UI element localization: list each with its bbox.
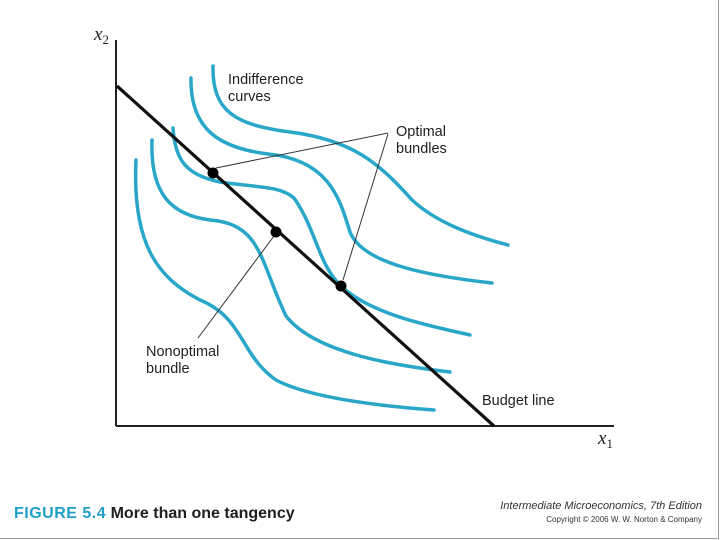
label-optimal-bundles-line1: Optimal	[396, 124, 446, 140]
book-title: Intermediate Microeconomics, 7th Edition	[500, 500, 702, 512]
indifference-curve-3	[171, 126, 472, 337]
figure-title: More than one tangency	[110, 505, 295, 522]
nonoptimal-bundle-point	[270, 226, 282, 238]
budget-line	[115, 84, 496, 428]
indifference-curve-4	[189, 76, 494, 285]
pointer-optimal-2	[342, 133, 389, 281]
optimal-bundle-1	[207, 167, 219, 179]
axes	[115, 40, 614, 427]
indifference-curves	[133, 64, 510, 412]
figure-caption: FIGURE 5.4 More than one tangency	[14, 505, 295, 523]
indifference-curve-5	[211, 64, 510, 247]
tangency-diagram: x2 x1 Indifference curves Optimal bundle…	[93, 24, 614, 451]
label-indifference-curves-line1: Indifference	[228, 72, 304, 88]
label-optimal-bundles-line2: bundles	[396, 141, 447, 157]
book-copyright: Copyright © 2006 W. W. Norton & Company	[546, 515, 702, 524]
x-axis-label: x1	[597, 428, 613, 451]
indifference-curve-1	[133, 158, 436, 412]
label-nonoptimal-bundle-line1: Nonoptimal	[146, 344, 219, 360]
indifference-curve-2	[150, 138, 452, 374]
bundles	[207, 167, 347, 292]
pointer-nonoptimal	[197, 235, 275, 339]
optimal-bundle-2	[335, 280, 347, 292]
book-credit: Intermediate Microeconomics, 7th Edition…	[500, 500, 702, 524]
pointer-optimal-1	[215, 132, 389, 169]
figure-number: FIGURE 5.4	[14, 505, 107, 522]
y-axis-label: x2	[93, 24, 109, 47]
label-budget-line: Budget line	[482, 393, 555, 409]
label-nonoptimal-bundle-line2: bundle	[146, 361, 190, 377]
pointer-lines	[197, 132, 389, 339]
label-indifference-curves-line2: curves	[228, 89, 271, 105]
